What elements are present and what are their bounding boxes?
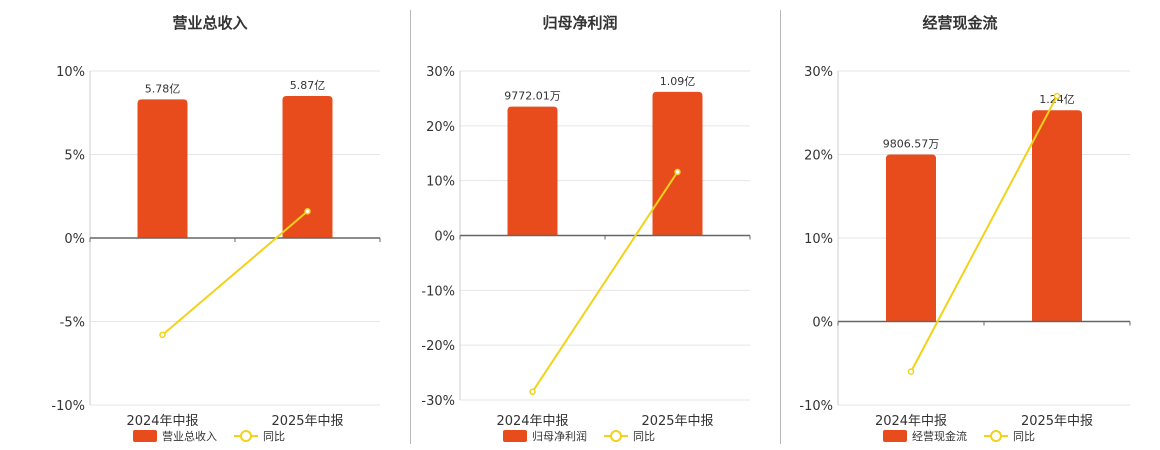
legend-line-marker [610, 430, 622, 442]
y-tick-label: 10% [804, 232, 833, 247]
chart-svg: 归母净利润 30% 20% 10% 0% -10% -20% -30% 9772.01万 1.09… [421, 14, 751, 443]
bar-data-label: 1.24亿 [1039, 93, 1075, 106]
yoy-point [304, 208, 311, 215]
yoy-line [531, 171, 679, 393]
y-tick-label: -10% [421, 284, 455, 299]
y-tick-label: 0% [64, 232, 85, 247]
chart-title: 经营现金流 [922, 14, 997, 32]
y-tick-label: 10% [426, 175, 455, 190]
chart-svg: 营业总收入 10% 5% 0% -5% -10% 5.78亿 5.87亿 2024年中报 2025… [51, 14, 381, 443]
legend-bar-label: 经营现金流 [912, 429, 967, 443]
panel-separator [780, 10, 781, 444]
y-tick-label: 20% [426, 120, 455, 135]
x-category-label: 2024年中报 [126, 414, 198, 429]
bar-data-label: 5.78亿 [145, 82, 181, 95]
y-tick-label: 5% [64, 149, 85, 164]
bar [137, 99, 188, 238]
y-tick-label: 30% [426, 65, 455, 80]
cash-flow-chart-panel: 经营现金流 30% 20% 10% 0% -10% 9806.57万 1.24亿 2024年中报… [750, 0, 1160, 450]
yoy-point [159, 331, 166, 339]
legend-line-label: 同比 [263, 430, 285, 443]
bar-data-label: 9772.01万 [504, 90, 561, 103]
bar [507, 106, 558, 236]
yoy-point [1053, 92, 1061, 100]
revenue-chart-panel: 营业总收入 10% 5% 0% -5% -10% 5.78亿 5.87亿 2024年中报 2025… [0, 0, 410, 450]
legend-line-marker [990, 430, 1002, 442]
x-category-label: 2025年中报 [641, 414, 713, 429]
bar-data-label: 1.09亿 [660, 75, 696, 88]
yoy-line [910, 95, 1058, 373]
y-tick-label: 0% [812, 316, 833, 331]
y-tick-label: 10% [56, 65, 85, 80]
bar [282, 96, 333, 238]
panel-separator [410, 10, 411, 444]
legend-line-label: 同比 [633, 430, 655, 443]
bar [886, 154, 936, 322]
y-tick-label: 0% [434, 230, 455, 245]
y-tick-label: 30% [804, 65, 833, 80]
net-profit-chart-panel: 归母净利润 30% 20% 10% 0% -10% -20% -30% 9772.01万 1.09… [370, 0, 780, 450]
chart-title: 营业总收入 [172, 14, 247, 32]
bar-data-label: 5.87亿 [290, 79, 326, 92]
y-tick-label: -5% [60, 316, 85, 331]
yoy-line [161, 210, 309, 336]
yoy-point [529, 388, 536, 396]
legend-bar-swatch [133, 430, 157, 442]
bar-data-label: 9806.57万 [883, 138, 940, 151]
x-category-label: 2025年中报 [271, 414, 343, 429]
y-tick-label: 20% [804, 149, 833, 164]
x-category-label: 2025年中报 [1021, 414, 1093, 429]
legend-line-marker [240, 430, 252, 442]
chart-svg: 经营现金流 30% 20% 10% 0% -10% 9806.57万 1.24亿 2024年中报… [799, 14, 1131, 443]
yoy-point [907, 368, 915, 375]
y-tick-label: -10% [799, 399, 833, 414]
x-category-label: 2024年中报 [496, 414, 568, 429]
legend-bar-label: 归母净利润 [532, 429, 587, 443]
bar [1032, 110, 1082, 322]
legend-bar-swatch [883, 430, 907, 442]
legend-line-label: 同比 [1013, 430, 1035, 443]
chart-title: 归母净利润 [542, 14, 617, 32]
bar [652, 91, 703, 236]
y-tick-label: -20% [421, 339, 455, 354]
yoy-point [674, 168, 681, 176]
legend-bar-swatch [503, 430, 527, 442]
x-category-label: 2024年中报 [875, 414, 947, 429]
legend-bar-label: 营业总收入 [162, 429, 217, 443]
y-tick-label: -10% [51, 399, 85, 414]
y-tick-label: -30% [421, 394, 455, 409]
